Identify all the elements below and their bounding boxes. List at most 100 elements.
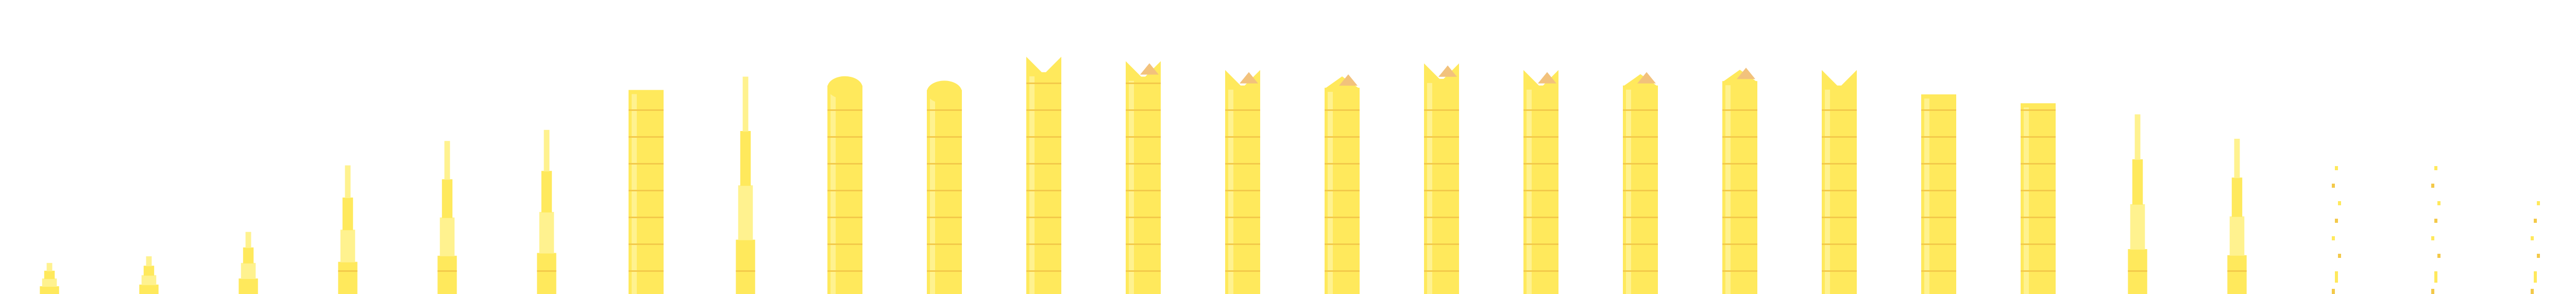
block-seam xyxy=(629,217,664,218)
crest-flame xyxy=(1438,65,1457,77)
block-seam xyxy=(1921,217,1956,218)
sparkle-dot xyxy=(2434,271,2437,283)
block-seam xyxy=(1126,136,1161,138)
spire-seam xyxy=(736,270,755,272)
block-seam xyxy=(827,270,862,272)
sparkle-dot xyxy=(2537,254,2540,258)
block-seam xyxy=(1523,109,1558,111)
block-seam xyxy=(827,217,862,218)
crest-flame xyxy=(1737,68,1755,79)
notch-cap xyxy=(1126,61,1161,79)
spire-segment xyxy=(537,253,556,294)
sprite-frame xyxy=(537,129,556,294)
block-seam xyxy=(827,190,862,191)
block-seam xyxy=(1921,270,1956,272)
block-seam xyxy=(1722,217,1757,218)
block-seam xyxy=(629,270,664,272)
spire-segment xyxy=(740,130,751,186)
block-seam xyxy=(1325,109,1360,111)
block-seam xyxy=(1722,109,1757,111)
block-seam xyxy=(629,163,664,165)
notch-cap xyxy=(1822,70,1857,88)
block-seam xyxy=(629,109,664,111)
spire-segment xyxy=(241,263,256,279)
spire-seam xyxy=(537,270,556,272)
block-seam xyxy=(1921,109,1956,111)
spire-segment xyxy=(338,262,358,294)
block-seam xyxy=(1822,163,1857,165)
block-highlight xyxy=(1029,76,1035,294)
sprite-frame xyxy=(40,263,59,294)
block-seam xyxy=(1126,190,1161,191)
block-seam xyxy=(927,243,962,245)
sprite-frame xyxy=(827,76,862,294)
spire-segment xyxy=(437,255,457,294)
notch-cap xyxy=(1225,70,1260,88)
sprite-frame xyxy=(2021,103,2056,294)
sparkle-dot xyxy=(2335,271,2338,283)
sprite-frame xyxy=(1424,63,1459,294)
notch-cap xyxy=(1424,63,1459,81)
block-seam xyxy=(1026,83,1061,84)
spire-segment xyxy=(539,211,554,254)
block-seam xyxy=(1126,243,1161,245)
block-seam xyxy=(1921,136,1956,138)
crest-flame xyxy=(1538,72,1556,84)
sprite-frame xyxy=(2431,166,2441,294)
spire-seam xyxy=(2128,270,2147,272)
block-seam xyxy=(2021,163,2056,165)
block-seam xyxy=(1523,270,1558,272)
block-seam xyxy=(1026,243,1061,245)
dome-cap xyxy=(827,76,862,99)
block-seam xyxy=(2021,109,2056,111)
block-seam xyxy=(1225,270,1260,272)
block-seam xyxy=(1026,109,1061,111)
block-highlight xyxy=(632,94,637,294)
block-seam xyxy=(2021,270,2056,272)
sprite-frame xyxy=(1225,70,1260,294)
sparkle-dot xyxy=(2437,201,2441,205)
block-seam xyxy=(827,136,862,138)
block-seam xyxy=(827,243,862,245)
block-highlight xyxy=(1924,99,1929,294)
block-seam xyxy=(1325,243,1360,245)
sprite-frame xyxy=(437,141,457,294)
spire-seam xyxy=(437,270,457,272)
spire-segment xyxy=(139,284,159,294)
spire-seam xyxy=(2227,270,2247,272)
spire-segment xyxy=(2229,216,2245,256)
block-highlight xyxy=(1427,83,1432,294)
spire-segment xyxy=(243,247,254,264)
block-highlight xyxy=(1527,89,1532,294)
spire-segment xyxy=(444,141,450,180)
block-seam xyxy=(2021,217,2056,218)
sprite-frame xyxy=(927,80,962,294)
sparkle-dot xyxy=(2332,289,2335,294)
block-seam xyxy=(1026,217,1061,218)
block-seam xyxy=(1722,270,1757,272)
block-seam xyxy=(1424,109,1459,111)
crest-flame xyxy=(1637,72,1656,84)
block-highlight xyxy=(1328,92,1333,294)
block-seam xyxy=(927,190,962,191)
block-seam xyxy=(1722,136,1757,138)
sparkle-dot xyxy=(2534,219,2537,223)
spire-segment xyxy=(342,197,353,231)
sparkle-dot xyxy=(2332,236,2335,240)
block-seam xyxy=(1424,136,1459,138)
block-seam xyxy=(1921,190,1956,191)
spire-segment xyxy=(2227,255,2247,294)
block-seam xyxy=(827,163,862,165)
spire-segment xyxy=(143,266,155,276)
sprite-frame xyxy=(2332,166,2341,294)
block-seam xyxy=(1126,83,1161,84)
crest-flame xyxy=(1339,74,1358,86)
block-seam xyxy=(1126,163,1161,165)
block-seam xyxy=(1623,243,1658,245)
sprite-frame xyxy=(736,76,755,294)
sprite-frame xyxy=(1822,70,1857,294)
block-seam xyxy=(1623,190,1658,191)
block-seam xyxy=(1921,163,1956,165)
